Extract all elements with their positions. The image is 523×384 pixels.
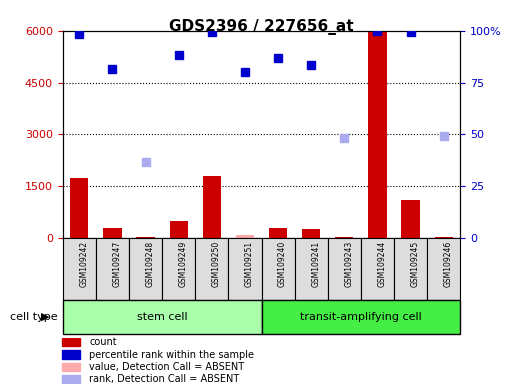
Bar [335,237,354,238]
Text: ▶: ▶ [41,312,50,322]
Bar [62,375,80,383]
FancyBboxPatch shape [427,238,460,300]
Text: GSM109249: GSM109249 [179,241,188,287]
FancyBboxPatch shape [262,300,460,334]
Bar [169,221,188,238]
Bar [435,237,453,238]
FancyBboxPatch shape [63,238,96,300]
Text: GSM109248: GSM109248 [145,241,155,287]
FancyBboxPatch shape [162,238,195,300]
Bar [236,235,254,238]
FancyBboxPatch shape [63,300,262,334]
Bar [269,228,287,238]
Text: GSM109243: GSM109243 [344,241,354,287]
FancyBboxPatch shape [96,238,129,300]
FancyBboxPatch shape [129,238,162,300]
Bar [104,228,121,238]
Text: GSM109244: GSM109244 [378,241,386,287]
Text: stem cell: stem cell [137,312,187,322]
Text: GSM109251: GSM109251 [245,241,254,287]
Text: transit-amplifying cell: transit-amplifying cell [300,312,422,322]
FancyBboxPatch shape [394,238,427,300]
FancyBboxPatch shape [195,238,229,300]
Text: GSM109250: GSM109250 [212,241,221,287]
FancyBboxPatch shape [229,238,262,300]
Bar [62,363,80,371]
Text: GSM109247: GSM109247 [112,241,121,287]
FancyBboxPatch shape [294,238,328,300]
Bar [203,176,221,238]
Text: count: count [89,337,117,347]
Text: rank, Detection Call = ABSENT: rank, Detection Call = ABSENT [89,374,240,384]
FancyBboxPatch shape [262,238,294,300]
FancyBboxPatch shape [328,238,361,300]
Text: GDS2396 / 227656_at: GDS2396 / 227656_at [169,19,354,35]
Text: percentile rank within the sample: percentile rank within the sample [89,349,254,359]
Text: cell type: cell type [10,312,58,322]
Text: GSM109245: GSM109245 [411,241,419,287]
Bar [62,338,80,346]
Text: GSM109242: GSM109242 [79,241,88,287]
Text: GSM109240: GSM109240 [278,241,287,287]
Bar [368,31,386,238]
Bar [402,200,419,238]
Bar [137,237,155,238]
Bar [62,350,80,359]
Text: value, Detection Call = ABSENT: value, Detection Call = ABSENT [89,362,244,372]
Text: GSM109241: GSM109241 [311,241,320,287]
Text: GSM109246: GSM109246 [444,241,453,287]
Bar [302,230,320,238]
FancyBboxPatch shape [361,238,394,300]
Bar [70,177,88,238]
